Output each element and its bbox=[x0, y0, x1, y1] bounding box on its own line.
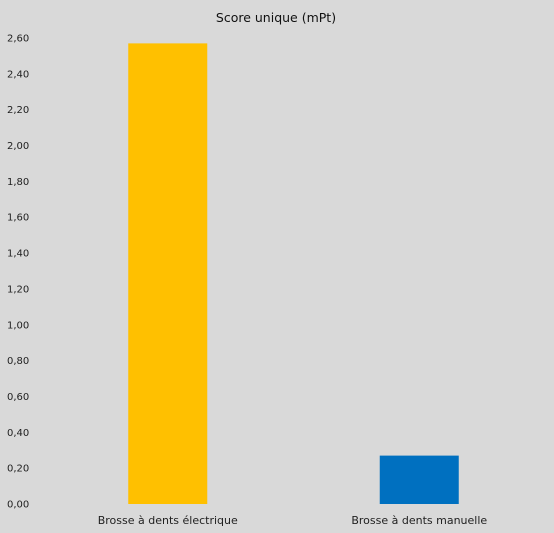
y-tick-label: 2,60 bbox=[7, 34, 29, 45]
y-tick-label: 0,40 bbox=[7, 428, 29, 439]
y-tick-label: 2,40 bbox=[7, 69, 29, 80]
x-category-label: Brosse à dents manuelle bbox=[351, 514, 487, 527]
bars-group bbox=[128, 43, 459, 504]
bar-0 bbox=[128, 43, 208, 504]
bar-1 bbox=[379, 455, 459, 504]
y-tick-label: 2,00 bbox=[7, 141, 29, 152]
y-axis: 0,00 0,20 0,40 0,60 0,80 1,00 1,20 1,40 1,60 1,80… bbox=[7, 34, 29, 511]
y-tick-label: 1,60 bbox=[7, 213, 29, 224]
y-tick-label: 0,20 bbox=[7, 464, 29, 475]
y-tick-label: 0,80 bbox=[7, 356, 29, 367]
x-axis: Brosse à dents électrique Brosse à dents … bbox=[98, 514, 488, 527]
y-tick-label: 0,00 bbox=[7, 500, 29, 511]
y-tick-label: 1,20 bbox=[7, 284, 29, 295]
y-tick-label: 0,60 bbox=[7, 392, 29, 403]
x-category-label: Brosse à dents électrique bbox=[98, 514, 238, 527]
y-tick-label: 1,00 bbox=[7, 320, 29, 331]
y-tick-label: 2,20 bbox=[7, 105, 29, 116]
y-tick-label: 1,40 bbox=[7, 249, 29, 260]
y-tick-label: 1,80 bbox=[7, 177, 29, 188]
chart-title: Score unique (mPt) bbox=[216, 10, 336, 25]
